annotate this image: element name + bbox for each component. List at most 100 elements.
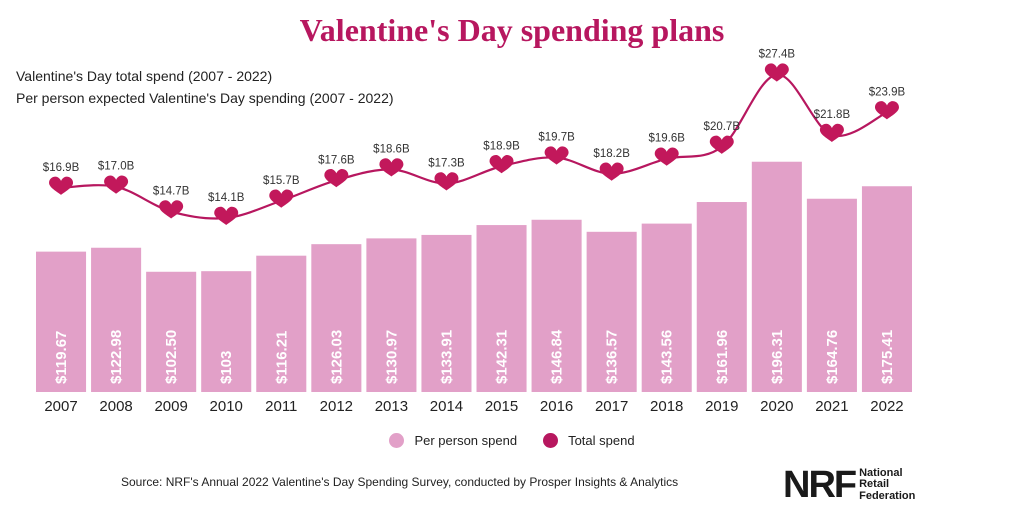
- bar-2016: [531, 219, 582, 392]
- bar-value-label-2017: $136.57: [604, 330, 621, 384]
- legend-item-total: Total spend: [543, 433, 635, 448]
- bar-2018: [641, 223, 692, 392]
- year-labels-group: 2007 2008 2009 2010 2011 2012 2013 2014 2015 2016…: [44, 398, 903, 415]
- total-value-label-2010: $14.1B: [208, 192, 245, 204]
- year-label-2009: 2009: [154, 398, 187, 415]
- heart-marker-2020: [764, 63, 789, 82]
- bar-value-label-2011: $116.21: [273, 331, 290, 384]
- bar-value-label-2019: $161.96: [714, 330, 731, 384]
- total-value-label-2008: $17.0B: [98, 161, 135, 173]
- heart-marker-2015: [489, 155, 514, 174]
- bar-value-label-2013: $130.97: [383, 330, 400, 384]
- total-value-label-2021: $21.8B: [814, 109, 851, 121]
- legend-swatch-total: [543, 433, 559, 448]
- bar-2007: [36, 251, 87, 392]
- bar-value-label-2008: $122.98: [108, 330, 125, 384]
- total-labels-group: $16.9B $17.0B $14.7B $14.1B $15.7B $17.6B $18.…: [43, 49, 906, 204]
- legend-item-per-person: Per person spend: [389, 433, 517, 448]
- total-value-label-2009: $14.7B: [153, 186, 190, 198]
- year-label-2022: 2022: [870, 398, 903, 415]
- bar-value-label-2007: $119.67: [53, 331, 70, 384]
- heart-marker-2014: [434, 172, 459, 191]
- total-value-label-2018: $19.6B: [648, 133, 685, 145]
- total-value-label-2019: $20.7B: [704, 121, 741, 133]
- legend: Per person spend Total spend: [0, 433, 1024, 448]
- year-label-2020: 2020: [760, 398, 793, 415]
- nrf-logo: NRF National Retail Federation: [783, 466, 915, 504]
- bar-labels-group: $119.67 $122.98 $102.50 $103 $116.21 $126.03 $…: [53, 329, 896, 384]
- year-label-2018: 2018: [650, 398, 683, 415]
- bar-value-label-2016: $146.84: [549, 329, 566, 384]
- year-label-2014: 2014: [430, 398, 463, 415]
- bar-value-label-2010: $103: [218, 351, 235, 384]
- bar-2020: [751, 161, 802, 392]
- logo-line-3: Federation: [859, 489, 916, 502]
- heart-marker-2007: [49, 176, 74, 195]
- heart-marker-2018: [654, 147, 679, 166]
- legend-swatch-per-person: [389, 433, 405, 448]
- bar-2017: [586, 231, 637, 392]
- bar-2021: [806, 198, 857, 392]
- logo-text: National Retail Federation: [859, 466, 916, 503]
- total-value-label-2012: $17.6B: [318, 154, 355, 166]
- heart-marker-2021: [819, 123, 844, 142]
- bar-2010: [201, 271, 252, 392]
- bar-value-label-2009: $102.50: [163, 330, 180, 384]
- year-label-2016: 2016: [540, 398, 573, 415]
- total-value-label-2014: $17.3B: [428, 158, 465, 170]
- year-label-2010: 2010: [210, 398, 243, 415]
- legend-label-per-person: Per person spend: [414, 433, 518, 448]
- bar-2008: [91, 247, 142, 392]
- source-note: Source: NRF's Annual 2022 Valentine's Da…: [121, 475, 679, 489]
- subtitle-total-spend: Valentine's Day total spend (2007 - 2022…: [16, 68, 273, 84]
- bars-group: [36, 161, 912, 392]
- total-value-label-2015: $18.9B: [483, 140, 520, 152]
- year-label-2007: 2007: [44, 398, 77, 415]
- year-label-2021: 2021: [815, 398, 848, 415]
- bar-value-label-2020: $196.31: [769, 330, 786, 384]
- bar-value-label-2018: $143.56: [659, 330, 676, 384]
- year-label-2012: 2012: [320, 398, 353, 415]
- year-label-2019: 2019: [705, 398, 738, 415]
- bar-2011: [256, 255, 307, 392]
- heart-marker-2008: [104, 175, 129, 194]
- legend-label-total: Total spend: [568, 433, 635, 448]
- logo-mark: NRF: [783, 464, 857, 506]
- total-value-label-2007: $16.9B: [43, 162, 80, 174]
- year-label-2013: 2013: [375, 398, 408, 415]
- bar-value-label-2014: $133.91: [438, 330, 455, 384]
- logo-line-1: National: [859, 466, 903, 479]
- total-value-label-2011: $15.7B: [263, 175, 300, 187]
- bar-value-label-2012: $126.03: [328, 330, 345, 384]
- total-value-label-2016: $19.7B: [538, 132, 575, 144]
- bar-2013: [366, 238, 417, 392]
- heart-marker-2011: [269, 189, 294, 208]
- heart-marker-2017: [599, 162, 624, 181]
- year-label-2017: 2017: [595, 398, 628, 415]
- total-value-label-2017: $18.2B: [593, 148, 630, 160]
- total-value-label-2020: $27.4B: [759, 49, 796, 61]
- heart-marker-2010: [214, 206, 239, 226]
- bar-value-label-2022: $175.41: [879, 330, 896, 384]
- heart-marker-2012: [324, 169, 349, 188]
- total-value-label-2022: $23.9B: [869, 86, 906, 98]
- chart-title: Valentine's Day spending plans: [299, 12, 725, 48]
- bar-2019: [696, 202, 747, 392]
- year-label-2011: 2011: [265, 398, 297, 415]
- heart-marker-2009: [159, 200, 184, 219]
- bar-2009: [146, 271, 197, 392]
- bar-2014: [421, 234, 472, 392]
- heart-marker-2022: [874, 101, 899, 120]
- total-value-label-2013: $18.6B: [373, 143, 410, 155]
- bar-2022: [861, 186, 912, 392]
- hearts-group: [49, 63, 899, 226]
- heart-marker-2013: [379, 158, 404, 177]
- heart-marker-2016: [544, 146, 569, 165]
- logo-line-2: Retail: [859, 478, 890, 491]
- bar-2015: [476, 225, 527, 392]
- bar-2012: [311, 244, 362, 392]
- bar-value-label-2015: $142.31: [494, 330, 511, 384]
- heart-marker-2019: [709, 135, 734, 154]
- subtitle-per-person-spend: Per person expected Valentine's Day spen…: [16, 90, 394, 106]
